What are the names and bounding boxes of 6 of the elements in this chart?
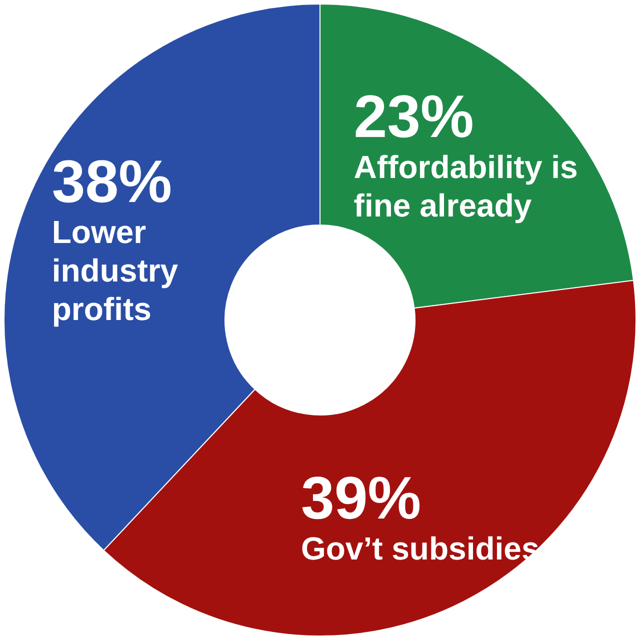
data-label: 23% (354, 83, 474, 150)
slice-label: Gov’t subsidies (300, 530, 540, 566)
data-label: 38% (52, 148, 172, 216)
slice-label: Affordability is fine already (354, 149, 578, 224)
data-label: 39% (300, 464, 422, 532)
slice-label: Lower industry profits (52, 214, 178, 328)
